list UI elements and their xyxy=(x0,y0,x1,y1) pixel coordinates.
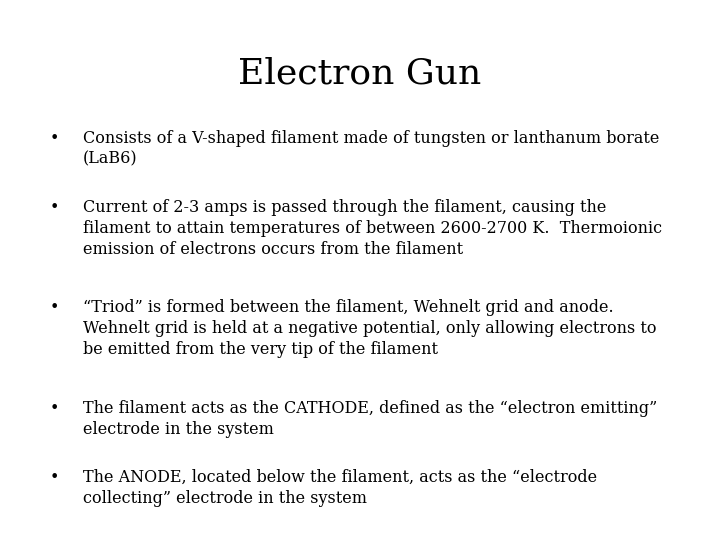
Text: •: • xyxy=(49,299,59,316)
Text: The ANODE, located below the filament, acts as the “electrode
collecting” electr: The ANODE, located below the filament, a… xyxy=(83,469,597,507)
Text: Current of 2-3 amps is passed through the filament, causing the
filament to atta: Current of 2-3 amps is passed through th… xyxy=(83,199,662,258)
Text: •: • xyxy=(49,130,59,146)
Text: •: • xyxy=(49,469,59,485)
Text: •: • xyxy=(49,400,59,416)
Text: •: • xyxy=(49,199,59,215)
Text: “Triod” is formed between the filament, Wehnelt grid and anode.
Wehnelt grid is : “Triod” is formed between the filament, … xyxy=(83,299,657,358)
Text: Electron Gun: Electron Gun xyxy=(238,57,482,91)
Text: The filament acts as the CATHODE, defined as the “electron emitting”
electrode i: The filament acts as the CATHODE, define… xyxy=(83,400,657,437)
Text: Consists of a V-shaped filament made of tungsten or lanthanum borate
(LaB6): Consists of a V-shaped filament made of … xyxy=(83,130,660,167)
